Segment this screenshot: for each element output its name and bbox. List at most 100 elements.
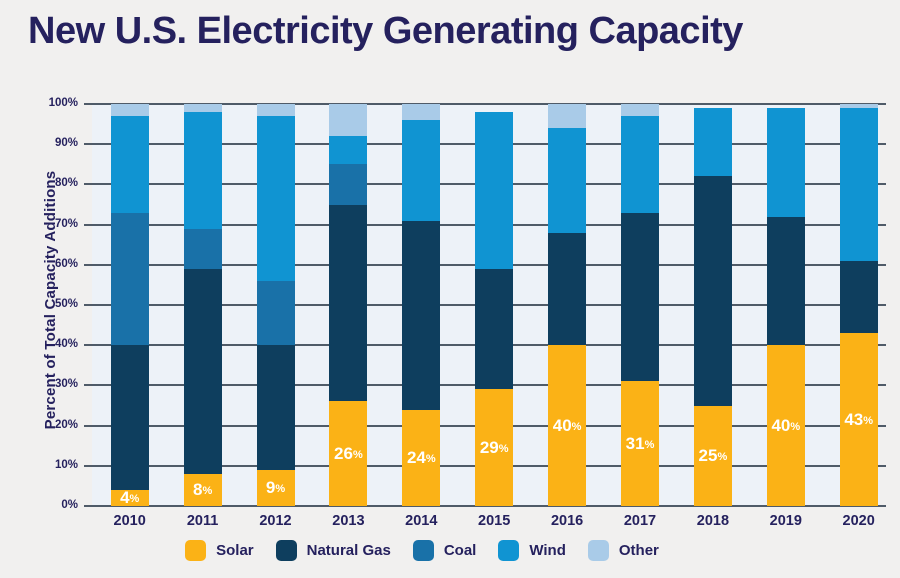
bar-segment-coal-2013 <box>329 164 368 205</box>
legend-item-solar: Solar <box>185 540 254 561</box>
x-tick-label-2010: 2010 <box>113 513 146 529</box>
x-tick-label-2015: 2015 <box>478 513 511 529</box>
bar-segment-coal-2012 <box>256 280 295 346</box>
bar-value-label-2020: 43% <box>844 410 874 430</box>
bar-segment-wind-2012 <box>256 116 295 281</box>
bar-group-2010: 4% <box>110 104 149 508</box>
bar-group-2020: 43% <box>839 104 878 506</box>
bar-segment-natural-gas-2010 <box>110 345 149 490</box>
bar-segment-solar-2012 <box>256 469 295 506</box>
legend-item-label: Wind <box>529 542 566 559</box>
bar-value-label-2010: 4% <box>120 488 140 508</box>
x-tick-label-2011: 2011 <box>186 513 219 529</box>
bar-value-label-2019: 40% <box>771 416 801 436</box>
bar-segment-solar-2019 <box>766 345 805 506</box>
bar-segment-wind-2016 <box>548 128 587 233</box>
bar-value-label-2013: 26% <box>334 444 363 464</box>
legend-item-label: Natural Gas <box>306 542 391 559</box>
bar-segment-natural-gas-2011 <box>183 268 222 474</box>
legend-swatch-icon <box>275 540 297 561</box>
bar-value-label-2016: 40% <box>552 416 582 436</box>
bar-segment-natural-gas-2020 <box>839 260 878 334</box>
y-tick-label-0: 0% <box>61 499 78 511</box>
bar-group-2015: 29% <box>475 104 514 506</box>
page-title: New U.S. Electricity Generating Capacity <box>28 10 743 52</box>
bar-segment-natural-gas-2012 <box>256 345 295 470</box>
bar-segment-natural-gas-2018 <box>693 176 732 406</box>
bar-segment-natural-gas-2019 <box>766 216 805 346</box>
y-tick-label-40: 40% <box>54 338 78 351</box>
bar-segment-solar-2010 <box>110 489 149 506</box>
legend-swatch-icon <box>185 540 207 561</box>
bar-group-2011: 8% <box>183 104 222 506</box>
bar-segment-other-2016 <box>548 104 587 129</box>
bar-group-2016: 40% <box>548 104 587 506</box>
bar-segment-wind-2018 <box>693 108 732 177</box>
bar-group-2014: 24% <box>402 104 441 506</box>
x-tick-label-2017: 2017 <box>623 513 657 529</box>
bar-segment-other-2010 <box>110 104 149 117</box>
bar-segment-wind-2013 <box>329 136 368 165</box>
x-tick-label-2016: 2016 <box>550 513 584 529</box>
bar-segment-natural-gas-2017 <box>621 212 659 382</box>
y-tick-label-10: 10% <box>54 458 78 471</box>
x-tick-label-2019: 2019 <box>769 513 802 529</box>
y-tick-label-60: 60% <box>54 257 78 270</box>
bar-group-2013: 26% <box>329 104 368 506</box>
y-tick-label-70: 70% <box>54 217 78 230</box>
bar-value-label-2017: 31% <box>625 434 655 454</box>
bar-value-label-2012: 9% <box>265 478 286 498</box>
legend-item-label: Solar <box>216 542 254 559</box>
y-gridline-0 <box>84 505 886 507</box>
bar-segment-solar-2011 <box>183 473 222 506</box>
bar-group-2012: 9% <box>256 104 295 506</box>
y-tick-label-80: 80% <box>54 177 78 190</box>
bar-segment-solar-2015 <box>475 389 514 506</box>
legend-swatch-icon <box>412 540 434 561</box>
bar-segment-wind-2017 <box>621 116 659 213</box>
bar-segment-other-2017 <box>621 104 659 117</box>
bar-segment-natural-gas-2016 <box>548 232 587 346</box>
legend-item-natural-gas: Natural Gas <box>275 540 391 561</box>
y-tick-label-90: 90% <box>54 137 78 150</box>
bar-segment-coal-2011 <box>183 228 222 269</box>
legend: Solar Natural Gas Coal Wind Other <box>0 540 872 561</box>
bar-segment-wind-2010 <box>110 116 149 213</box>
bar-value-label-2014: 24% <box>406 448 436 468</box>
x-tick-label-2013: 2013 <box>332 513 365 529</box>
y-gridline-100 <box>84 103 886 105</box>
bar-segment-solar-2017 <box>621 381 659 506</box>
bar-segment-solar-2013 <box>329 401 368 506</box>
bar-segment-wind-2011 <box>183 112 222 229</box>
legend-swatch-icon <box>587 540 609 561</box>
y-tick-label-50: 50% <box>54 298 78 310</box>
bar-group-2019: 40% <box>766 104 805 506</box>
bar-segment-other-2011 <box>183 104 222 113</box>
legend-item-other: Other <box>587 540 659 561</box>
bar-segment-other-2020 <box>839 104 878 109</box>
x-tick-label-2012: 2012 <box>259 513 292 529</box>
bar-value-label-2018: 25% <box>698 446 728 466</box>
bar-segment-wind-2019 <box>766 108 805 217</box>
bar-group-2018: 25% <box>693 104 732 506</box>
bar-segment-solar-2016 <box>548 345 587 506</box>
y-tick-label-30: 30% <box>54 378 78 391</box>
bar-segment-natural-gas-2014 <box>402 220 441 410</box>
bar-segment-wind-2020 <box>839 108 878 261</box>
bar-segment-other-2013 <box>329 104 368 137</box>
y-tick-label-20: 20% <box>54 418 78 431</box>
bar-value-label-2015: 29% <box>479 438 509 458</box>
bar-segment-solar-2014 <box>402 409 441 506</box>
bar-segment-wind-2015 <box>475 112 514 269</box>
bar-segment-coal-2010 <box>110 212 149 346</box>
bar-group-2017: 31% <box>621 104 659 506</box>
x-tick-label-2014: 2014 <box>405 513 438 529</box>
legend-item-wind: Wind <box>498 540 566 561</box>
legend-item-label: Other <box>618 542 659 559</box>
bar-segment-other-2012 <box>256 104 295 117</box>
bar-segment-other-2014 <box>402 104 441 121</box>
legend-item-coal: Coal <box>412 540 476 561</box>
bar-segment-natural-gas-2015 <box>475 268 514 390</box>
x-tick-label-2018: 2018 <box>696 513 730 529</box>
